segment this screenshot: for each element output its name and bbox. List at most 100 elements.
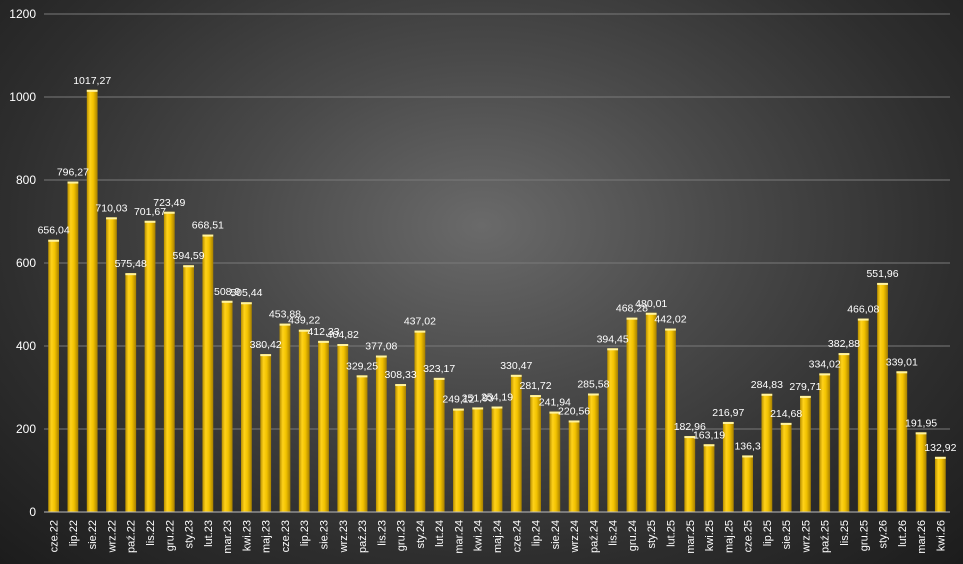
x-tick-label: lis.25 [839,520,851,546]
bar-highlight [414,330,426,333]
data-label: 377,08 [365,341,397,353]
data-label: 251,93 [462,392,494,404]
gridlines [44,13,950,513]
x-tick-label: sty.23 [184,520,196,549]
bar [626,317,638,512]
data-label: 382,88 [828,338,860,350]
data-label: 468,28 [616,303,648,315]
bar [375,355,387,512]
x-tick-label: lip.23 [299,520,311,546]
data-label: 710,03 [95,202,127,214]
x-tick-label: gru.22 [164,520,176,551]
x-tick-label: lis.23 [376,520,388,546]
bar [722,421,734,512]
bar-highlight [877,282,888,285]
x-tick-label: sty.26 [878,520,890,549]
data-label: 437,02 [404,316,436,328]
x-tick-label: paź.25 [820,520,832,553]
bar-highlight [703,444,715,447]
data-label: 339,01 [886,356,918,368]
y-tick-label: 1200 [9,7,36,21]
data-label: 216,97 [712,407,744,419]
bar-highlight [780,422,792,425]
y-tick-label: 600 [16,256,36,270]
bar [742,455,753,512]
bar [549,411,561,512]
x-tick-label: gru.24 [627,520,639,551]
bar-highlight [742,455,753,458]
bar [67,181,79,512]
x-tick-label: wrz.23 [338,520,350,553]
bar [684,436,696,512]
data-label: 1017,27 [73,75,111,87]
y-tick-label: 1000 [9,90,36,104]
x-tick-label: lip.25 [762,520,774,546]
data-label: 285,58 [577,378,609,390]
bar [221,300,233,512]
bars [48,89,946,512]
data-label: 249,12 [442,394,474,406]
data-label: 182,96 [674,421,706,433]
bar [703,444,715,512]
x-tick-label: sie.25 [781,520,793,549]
data-label: 723,49 [153,197,185,209]
x-tick-label: paź.24 [588,520,600,553]
data-label: 439,22 [288,315,320,327]
bar [106,217,117,512]
x-tick-label: paź.23 [357,520,369,553]
bar [163,211,175,512]
x-tick-label: lip.22 [68,520,80,546]
data-label: 214,68 [770,408,802,420]
x-tick-label: gru.25 [858,520,870,551]
bar [877,282,888,512]
bar-highlight [241,302,252,305]
bar-highlight [684,436,696,439]
x-tick-label: paź.22 [126,520,138,553]
bar [86,89,98,512]
data-label: 394,45 [597,333,629,345]
bar [934,456,946,512]
bar [48,239,60,512]
bar [761,393,773,512]
bar-highlight [106,217,117,220]
bar-highlight [144,220,156,223]
x-tick-label: maj.23 [261,520,273,553]
data-label: 380,42 [250,339,282,351]
data-label: 453,88 [269,309,301,321]
bar-highlight [375,355,387,358]
data-label: 796,27 [57,167,89,179]
bar-highlight [549,411,561,414]
x-axis: cze.22 lip.22 sie.22 wrz.22 paź.22 lis.22 gru.… [44,511,950,554]
bar [645,312,657,512]
bar [144,220,156,512]
bar [298,329,310,512]
x-tick-label: lip.24 [531,520,543,546]
data-label: 508,9 [214,286,240,298]
data-label: 551,96 [866,268,898,280]
bar [337,343,349,512]
bar-highlight [48,239,60,242]
bar-highlight [260,354,272,357]
x-tick-label: mar.25 [685,520,697,554]
bar-highlight [86,89,98,92]
bar [819,373,831,512]
bar-highlight [453,408,464,411]
bar-highlight [722,421,734,424]
bar-highlight [510,374,522,377]
x-tick-label: sie.24 [550,520,562,549]
bar [530,395,541,512]
x-tick-label: mar.26 [916,520,928,554]
bar [183,265,194,512]
bar-highlight [838,353,850,356]
bar [915,432,927,512]
y-tick-label: 400 [16,339,36,353]
x-tick-label: mar.24 [453,520,465,554]
bar-highlight [183,265,194,268]
bar [800,395,811,512]
y-tick-label: 0 [29,505,36,519]
bar-highlight [433,377,445,380]
bar [260,354,272,512]
bar [356,375,368,512]
bar [472,407,484,512]
